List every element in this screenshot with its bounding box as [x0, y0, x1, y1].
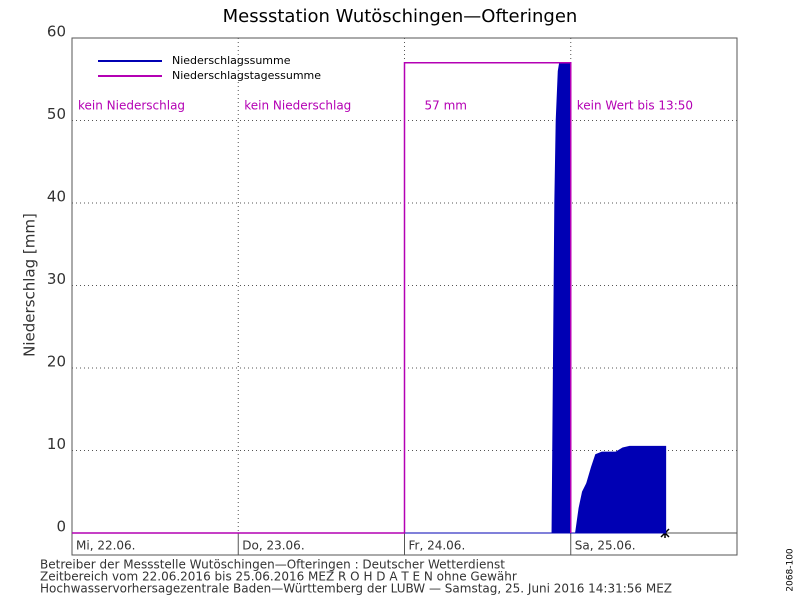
y-tick-label: 20 [47, 353, 66, 371]
y-tick-label: 40 [47, 188, 66, 206]
annotation: kein Wert bis 13:50 [577, 99, 693, 113]
annotation: kein Niederschlag [244, 99, 351, 113]
x-tick-label: Do, 23.06. [242, 539, 304, 553]
y-tick-label: 60 [47, 23, 66, 41]
x-tick-label: Mi, 22.06. [76, 539, 135, 553]
y-tick-label: 50 [47, 105, 66, 123]
x-tick-label: Fr, 24.06. [409, 539, 466, 553]
footer-line: Betreiber der Messstelle Wutöschingen—Of… [40, 558, 505, 572]
annotation: 57 mm [425, 99, 467, 113]
legend-label: Niederschlagssumme [172, 54, 291, 67]
series-area [72, 62, 667, 534]
annotation: kein Niederschlag [78, 99, 185, 113]
y-axis-label: Niederschlag [mm] [21, 213, 39, 357]
y-tick-label: 30 [47, 270, 66, 288]
y-tick-label: 0 [56, 518, 66, 536]
series-line [72, 62, 572, 534]
chart-title: Messstation Wutöschingen—Ofteringen [223, 6, 578, 27]
legend-label: Niederschlagstagessumme [172, 69, 321, 82]
station-code: 2068-100 [786, 548, 796, 592]
footer-line: Hochwasservorhersagezentrale Baden—Württ… [40, 582, 672, 596]
y-tick-label: 10 [47, 435, 66, 453]
x-tick-label: Sa, 25.06. [575, 539, 636, 553]
footer-line: Zeitbereich vom 22.06.2016 bis 25.06.201… [40, 570, 517, 584]
